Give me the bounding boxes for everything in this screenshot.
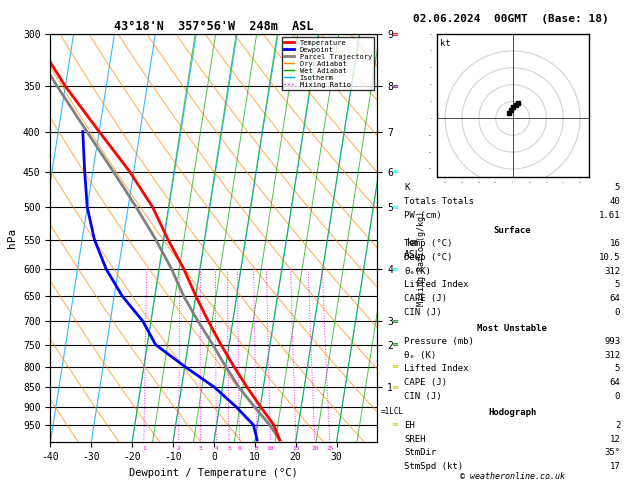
Text: 0: 0 bbox=[615, 308, 620, 316]
Text: 40: 40 bbox=[610, 197, 620, 206]
Text: © weatheronline.co.uk: © weatheronline.co.uk bbox=[460, 472, 565, 481]
Text: StmSpd (kt): StmSpd (kt) bbox=[404, 462, 464, 471]
Text: 15: 15 bbox=[292, 446, 300, 451]
Text: 10: 10 bbox=[267, 446, 274, 451]
Text: 25: 25 bbox=[326, 446, 333, 451]
Text: 1.61: 1.61 bbox=[599, 210, 620, 220]
Text: ≡: ≡ bbox=[391, 317, 399, 326]
Text: 20: 20 bbox=[311, 446, 319, 451]
Text: EH: EH bbox=[404, 421, 415, 430]
Text: 8: 8 bbox=[255, 446, 259, 451]
Text: ≡: ≡ bbox=[391, 30, 399, 38]
Text: θₑ(K): θₑ(K) bbox=[404, 267, 431, 276]
Text: Lifted Index: Lifted Index bbox=[404, 364, 469, 373]
Text: 12: 12 bbox=[610, 435, 620, 444]
Legend: Temperature, Dewpoint, Parcel Trajectory, Dry Adiabat, Wet Adiabat, Isotherm, Mi: Temperature, Dewpoint, Parcel Trajectory… bbox=[282, 37, 374, 90]
Text: ≡: ≡ bbox=[391, 382, 399, 392]
Text: 64: 64 bbox=[610, 294, 620, 303]
Text: Hodograph: Hodograph bbox=[488, 408, 537, 417]
Text: ≡: ≡ bbox=[391, 264, 399, 274]
Text: 0: 0 bbox=[615, 392, 620, 400]
Text: 16: 16 bbox=[610, 240, 620, 248]
Text: Totals Totals: Totals Totals bbox=[404, 197, 474, 206]
Text: CIN (J): CIN (J) bbox=[404, 392, 442, 400]
Text: SREH: SREH bbox=[404, 435, 426, 444]
Text: Most Unstable: Most Unstable bbox=[477, 324, 547, 332]
Text: 5: 5 bbox=[615, 364, 620, 373]
Text: StmDir: StmDir bbox=[404, 449, 437, 457]
Text: 5: 5 bbox=[615, 280, 620, 289]
Text: 10.5: 10.5 bbox=[599, 253, 620, 262]
Text: PW (cm): PW (cm) bbox=[404, 210, 442, 220]
Text: Pressure (mb): Pressure (mb) bbox=[404, 337, 474, 346]
Text: kt: kt bbox=[440, 39, 451, 48]
Text: CIN (J): CIN (J) bbox=[404, 308, 442, 316]
Text: Surface: Surface bbox=[494, 226, 531, 235]
Text: 2: 2 bbox=[615, 421, 620, 430]
Text: ≡: ≡ bbox=[391, 82, 399, 91]
Text: 312: 312 bbox=[604, 351, 620, 360]
Text: 2: 2 bbox=[177, 446, 181, 451]
Text: 6: 6 bbox=[238, 446, 242, 451]
X-axis label: Dewpoint / Temperature (°C): Dewpoint / Temperature (°C) bbox=[130, 468, 298, 478]
Text: CAPE (J): CAPE (J) bbox=[404, 378, 447, 387]
Text: =1LCL: =1LCL bbox=[381, 407, 404, 417]
Y-axis label: hPa: hPa bbox=[8, 228, 18, 248]
Text: 17: 17 bbox=[610, 462, 620, 471]
Text: CAPE (J): CAPE (J) bbox=[404, 294, 447, 303]
Text: 5: 5 bbox=[227, 446, 231, 451]
Text: 64: 64 bbox=[610, 378, 620, 387]
Y-axis label: km
ASL: km ASL bbox=[404, 238, 421, 260]
Text: Dewp (°C): Dewp (°C) bbox=[404, 253, 453, 262]
Text: Temp (°C): Temp (°C) bbox=[404, 240, 453, 248]
Text: 993: 993 bbox=[604, 337, 620, 346]
Text: K: K bbox=[404, 183, 410, 192]
Text: 3: 3 bbox=[199, 446, 203, 451]
Title: 43°18'N  357°56'W  248m  ASL: 43°18'N 357°56'W 248m ASL bbox=[114, 20, 314, 33]
Text: Mixing Ratio (g/kg): Mixing Ratio (g/kg) bbox=[416, 211, 426, 306]
Text: θₑ (K): θₑ (K) bbox=[404, 351, 437, 360]
Text: 02.06.2024  00GMT  (Base: 18): 02.06.2024 00GMT (Base: 18) bbox=[413, 15, 609, 24]
Text: 312: 312 bbox=[604, 267, 620, 276]
Text: Lifted Index: Lifted Index bbox=[404, 280, 469, 289]
Text: ≡: ≡ bbox=[391, 203, 399, 212]
Text: 35°: 35° bbox=[604, 449, 620, 457]
Text: ≡: ≡ bbox=[391, 362, 399, 371]
Text: ≡: ≡ bbox=[391, 420, 399, 429]
Text: 5: 5 bbox=[615, 183, 620, 192]
Text: 4: 4 bbox=[214, 446, 218, 451]
Text: 1: 1 bbox=[142, 446, 146, 451]
Text: ≡: ≡ bbox=[391, 167, 399, 176]
Text: ≡: ≡ bbox=[391, 340, 399, 349]
